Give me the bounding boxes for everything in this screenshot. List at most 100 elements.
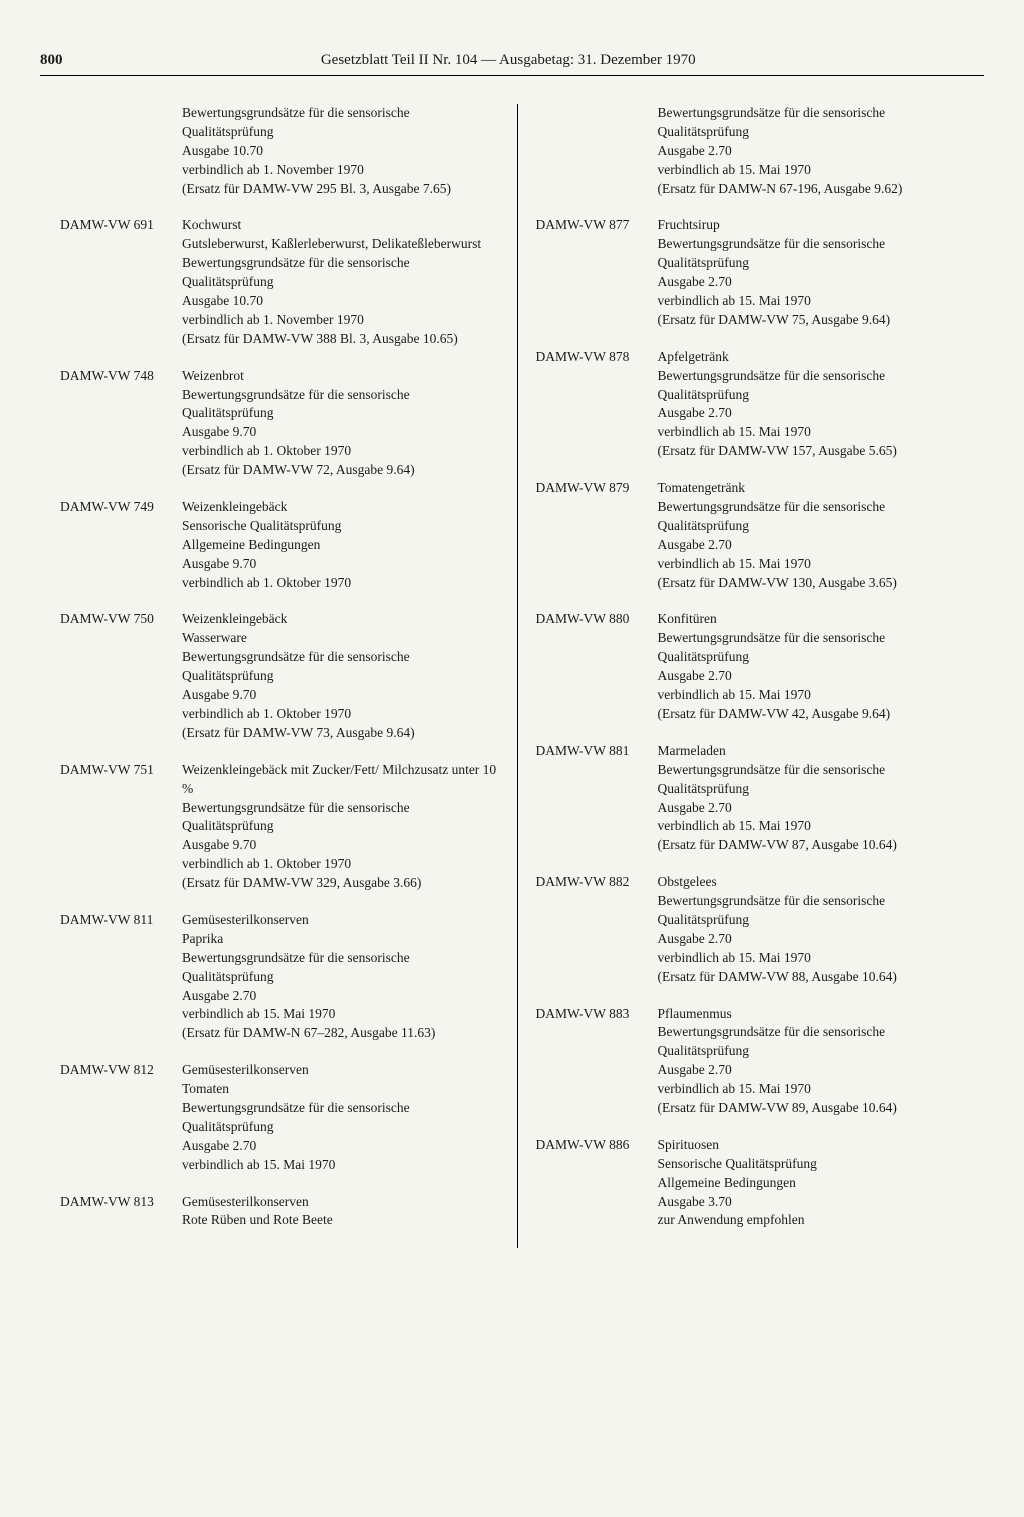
entry-line: verbindlich ab 1. Oktober 1970	[182, 855, 499, 874]
entry-code: DAMW-VW 881	[536, 742, 658, 855]
entry-body: TomatengetränkBewertungsgrundsätze für d…	[658, 479, 975, 592]
entry-line: Ausgabe 2.70	[658, 536, 975, 555]
entry-body: GemüsesterilkonservenRote Rüben und Rote…	[182, 1193, 499, 1231]
standard-entry: DAMW-VW 813GemüsesterilkonservenRote Rüb…	[60, 1193, 499, 1231]
page-header: 800 Gesetzblatt Teil II Nr. 104 — Ausgab…	[40, 50, 984, 76]
entry-line: verbindlich ab 15. Mai 1970	[658, 292, 975, 311]
entry-line: Ausgabe 2.70	[658, 667, 975, 686]
entry-line: Paprika	[182, 930, 499, 949]
entry-line: Bewertungsgrundsätze für die sensorische…	[182, 648, 499, 686]
entry-line: Ausgabe 2.70	[182, 987, 499, 1006]
entry-line: Ausgabe 9.70	[182, 555, 499, 574]
entry-line: verbindlich ab 1. Oktober 1970	[182, 574, 499, 593]
entry-line: (Ersatz für DAMW-VW 88, Ausgabe 10.64)	[658, 968, 975, 987]
entry-body: WeizenkleingebäckSensorische Qualitätspr…	[182, 498, 499, 592]
entry-line: verbindlich ab 15. Mai 1970	[182, 1156, 499, 1175]
entry-code: DAMW-VW 751	[60, 761, 182, 893]
entry-line: Allgemeine Bedingungen	[658, 1174, 975, 1193]
entry-body: GemüsesterilkonservenPaprikaBewertungsgr…	[182, 911, 499, 1043]
standard-entry: DAMW-VW 886SpirituosenSensorische Qualit…	[536, 1136, 975, 1230]
standard-entry: DAMW-VW 879TomatengetränkBewertungsgrund…	[536, 479, 975, 592]
entry-line: Ausgabe 9.70	[182, 836, 499, 855]
entry-line: verbindlich ab 1. Oktober 1970	[182, 705, 499, 724]
entry-line: (Ersatz für DAMW-VW 72, Ausgabe 9.64)	[182, 461, 499, 480]
entry-code: DAMW-VW 883	[536, 1005, 658, 1118]
entry-code: DAMW-VW 748	[60, 367, 182, 480]
entry-line: Bewertungsgrundsätze für die sensorische…	[182, 949, 499, 987]
entry-line: Konfitüren	[658, 610, 975, 629]
entry-line: Apfelgetränk	[658, 348, 975, 367]
entry-line: Ausgabe 2.70	[658, 404, 975, 423]
entry-line: verbindlich ab 15. Mai 1970	[658, 555, 975, 574]
entry-body: ApfelgetränkBewertungsgrundsätze für die…	[658, 348, 975, 461]
entry-line: Rote Rüben und Rote Beete	[182, 1211, 499, 1230]
entry-line: verbindlich ab 15. Mai 1970	[658, 423, 975, 442]
standard-entry: DAMW-VW 878ApfelgetränkBewertungsgrundsä…	[536, 348, 975, 461]
entry-body: MarmeladenBewertungsgrundsätze für die s…	[658, 742, 975, 855]
entry-line: Gemüsesterilkonserven	[182, 911, 499, 930]
entry-line: (Ersatz für DAMW-VW 87, Ausgabe 10.64)	[658, 836, 975, 855]
standard-entry: Bewertungsgrundsätze für die sensorische…	[536, 104, 975, 198]
entry-line: verbindlich ab 1. Oktober 1970	[182, 442, 499, 461]
entry-line: Bewertungsgrundsätze für die sensorische…	[182, 104, 499, 142]
entry-line: verbindlich ab 15. Mai 1970	[658, 686, 975, 705]
entry-code: DAMW-VW 882	[536, 873, 658, 986]
entry-code: DAMW-VW 812	[60, 1061, 182, 1174]
entry-code: DAMW-VW 886	[536, 1136, 658, 1230]
entry-code: DAMW-VW 749	[60, 498, 182, 592]
entry-line: verbindlich ab 1. November 1970	[182, 161, 499, 180]
standard-entry: Bewertungsgrundsätze für die sensorische…	[60, 104, 499, 198]
entry-line: Bewertungsgrundsätze für die sensorische…	[658, 367, 975, 405]
entry-line: Bewertungsgrundsätze für die sensorische…	[658, 892, 975, 930]
entry-body: PflaumenmusBewertungsgrundsätze für die …	[658, 1005, 975, 1118]
entry-line: verbindlich ab 15. Mai 1970	[182, 1005, 499, 1024]
entry-line: verbindlich ab 15. Mai 1970	[658, 949, 975, 968]
entry-body: SpirituosenSensorische QualitätsprüfungA…	[658, 1136, 975, 1230]
standard-entry: DAMW-VW 749WeizenkleingebäckSensorische …	[60, 498, 499, 592]
entry-line: zur Anwendung empfohlen	[658, 1211, 975, 1230]
entry-line: Obstgelees	[658, 873, 975, 892]
entry-line: Weizenbrot	[182, 367, 499, 386]
header-title: Gesetzblatt Teil II Nr. 104 — Ausgabetag…	[321, 50, 696, 71]
entry-line: Sensorische Qualitätsprüfung	[658, 1155, 975, 1174]
entry-line: (Ersatz für DAMW-VW 89, Ausgabe 10.64)	[658, 1099, 975, 1118]
entry-line: Ausgabe 2.70	[658, 273, 975, 292]
entry-line: Bewertungsgrundsätze für die sensorische…	[658, 235, 975, 273]
entry-line: Bewertungsgrundsätze für die sensorische…	[182, 799, 499, 837]
entry-code	[60, 104, 182, 198]
entry-code	[536, 104, 658, 198]
entry-line: Bewertungsgrundsätze für die sensorische…	[182, 254, 499, 292]
entry-body: WeizenbrotBewertungsgrundsätze für die s…	[182, 367, 499, 480]
entry-code: DAMW-VW 878	[536, 348, 658, 461]
entry-code: DAMW-VW 879	[536, 479, 658, 592]
entry-line: (Ersatz für DAMW-VW 329, Ausgabe 3.66)	[182, 874, 499, 893]
entry-code: DAMW-VW 877	[536, 216, 658, 329]
entry-line: Ausgabe 2.70	[658, 799, 975, 818]
standard-entry: DAMW-VW 691KochwurstGutsleberwurst, Kaßl…	[60, 216, 499, 348]
entry-line: Pflaumenmus	[658, 1005, 975, 1024]
entry-line: Gemüsesterilkonserven	[182, 1193, 499, 1212]
entry-body: WeizenkleingebäckWasserwareBewertungsgru…	[182, 610, 499, 742]
entry-line: (Ersatz für DAMW-VW 130, Ausgabe 3.65)	[658, 574, 975, 593]
content-area: Bewertungsgrundsätze für die sensorische…	[40, 104, 984, 1248]
entry-line: Ausgabe 9.70	[182, 423, 499, 442]
entry-line: verbindlich ab 15. Mai 1970	[658, 161, 975, 180]
standard-entry: DAMW-VW 882ObstgeleesBewertungsgrundsätz…	[536, 873, 975, 986]
entry-line: Ausgabe 2.70	[658, 930, 975, 949]
standard-entry: DAMW-VW 812GemüsesterilkonservenTomatenB…	[60, 1061, 499, 1174]
entry-line: verbindlich ab 15. Mai 1970	[658, 817, 975, 836]
entry-line: Bewertungsgrundsätze für die sensorische…	[182, 386, 499, 424]
entry-body: Bewertungsgrundsätze für die sensorische…	[658, 104, 975, 198]
entry-line: verbindlich ab 1. November 1970	[182, 311, 499, 330]
entry-line: Fruchtsirup	[658, 216, 975, 235]
entry-body: Weizenkleingebäck mit Zucker/Fett/ Milch…	[182, 761, 499, 893]
entry-line: Ausgabe 3.70	[658, 1193, 975, 1212]
entry-line: (Ersatz für DAMW-VW 73, Ausgabe 9.64)	[182, 724, 499, 743]
right-column: Bewertungsgrundsätze für die sensorische…	[518, 104, 985, 1248]
entry-line: Bewertungsgrundsätze für die sensorische…	[658, 104, 975, 142]
entry-line: Marmeladen	[658, 742, 975, 761]
entry-line: (Ersatz für DAMW-N 67-196, Ausgabe 9.62)	[658, 180, 975, 199]
entry-line: Bewertungsgrundsätze für die sensorische…	[658, 1023, 975, 1061]
entry-code: DAMW-VW 750	[60, 610, 182, 742]
entry-line: Gemüsesterilkonserven	[182, 1061, 499, 1080]
